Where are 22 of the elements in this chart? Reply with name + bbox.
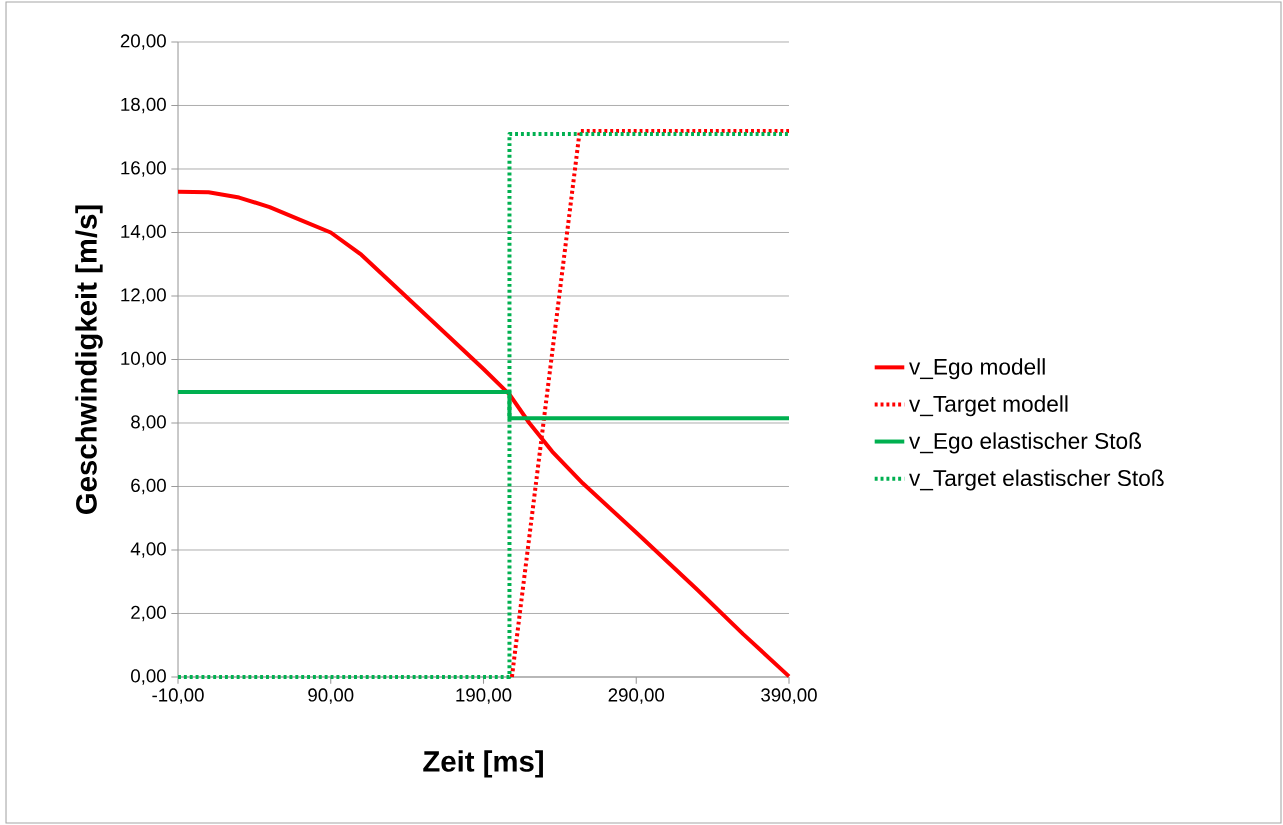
legend-label: v_Target elastischer Stoß [909, 469, 1164, 491]
legend-label: v_Ego elastischer Stoß [909, 432, 1142, 454]
x-axis-title: Zeit [ms] [423, 750, 543, 778]
y-tick-label: 16,00 [121, 161, 166, 177]
y-tick-label: 4,00 [130, 542, 166, 558]
y-axis-title: Geschwindigkeit [m/s] [75, 205, 103, 514]
legend-label: v_Ego modell [909, 358, 1045, 380]
y-tick-label: 6,00 [131, 478, 166, 495]
y-tick-label: 20,00 [120, 34, 166, 50]
legend-label: v_Target modell [909, 395, 1068, 417]
x-tick-label: -10,00 [152, 688, 204, 704]
y-tick-label: 18,00 [121, 97, 166, 114]
y-tick-label: 8,00 [131, 415, 166, 431]
x-tick-label: 290,00 [608, 688, 665, 704]
x-tick-label: 390,00 [761, 688, 817, 704]
y-tick-label: 10,00 [121, 351, 166, 368]
y-tick-label: 2,00 [131, 605, 166, 622]
x-tick-label: 190,00 [456, 688, 512, 704]
y-tick-label: 14,00 [121, 224, 166, 241]
x-tick-label: 90,00 [308, 688, 354, 704]
y-tick-label: 12,00 [121, 288, 166, 304]
y-tick-label: 0,00 [131, 669, 166, 685]
